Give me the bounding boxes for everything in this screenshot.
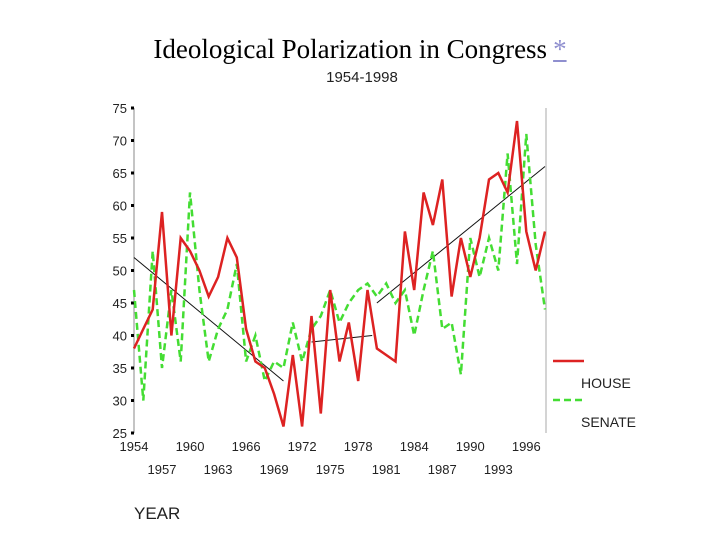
y-tick-label: 55 [113,231,127,246]
x-tick-label: 1996 [512,439,541,454]
y-tick-mark [131,171,134,175]
x-tick-label: 1990 [456,439,485,454]
title-text: Ideological Polarization in Congress [153,34,548,64]
series-lines [132,120,547,427]
y-tick-label: 30 [113,394,127,409]
y-tick-label: 75 [113,101,127,116]
y-tick-label: 50 [113,264,127,279]
x-axis-label: YEAR [134,504,180,523]
y-tick-mark [131,269,134,272]
y-tick-label: 70 [113,134,127,149]
series-line-house [132,120,547,427]
y-tick-mark [131,301,134,305]
y-tick-label: 25 [113,426,127,441]
x-tick-label: 1963 [204,462,233,477]
x-tick-label: 1984 [400,439,429,454]
x-tick-label: 1960 [176,439,205,454]
y-tick-label: 60 [113,199,127,214]
series-line-senate [132,133,547,401]
x-tick-label: 1957 [148,462,177,477]
x-tick-label: 1969 [260,462,289,477]
y-tick-label: 45 [113,296,127,311]
chart-subtitle: 1954-1998 [326,69,398,86]
legend: HOUSE SENATE [553,359,636,430]
x-tick-label: 1954 [120,439,149,454]
x-tick-group: 1954 1960 1966 1972 1978 1984 1990 1996 1957 1963… [120,439,541,477]
slide-title: Ideological Polarization in Congress * [0,34,720,65]
trend-line [133,257,284,382]
y-tick-mark [131,139,134,142]
y-tick-mark [131,431,134,435]
y-tick-mark [131,106,134,110]
y-tick-mark [131,334,134,337]
y-tick-mark [131,366,134,370]
x-tick-label: 1993 [484,462,513,477]
x-tick-label: 1966 [232,439,261,454]
y-tick-label: 65 [113,166,127,181]
y-tick-label: 35 [113,361,127,376]
legend-label-house: HOUSE [581,375,631,391]
x-tick-label: 1981 [372,462,401,477]
y-tick-group: 75 70 65 60 55 50 45 40 35 30 25 [113,101,134,441]
y-tick-mark [131,236,134,240]
x-tick-label: 1972 [288,439,317,454]
y-tick-label: 40 [113,329,127,344]
trend-line [376,166,546,304]
x-tick-label: 1987 [428,462,457,477]
y-tick-mark [131,399,134,402]
plot-frame [133,108,547,433]
trend-lines [133,166,546,382]
title-link[interactable]: * [553,34,567,64]
legend-label-senate: SENATE [581,414,636,430]
x-tick-label: 1978 [344,439,373,454]
y-tick-mark [131,204,134,207]
x-tick-label: 1975 [316,462,345,477]
